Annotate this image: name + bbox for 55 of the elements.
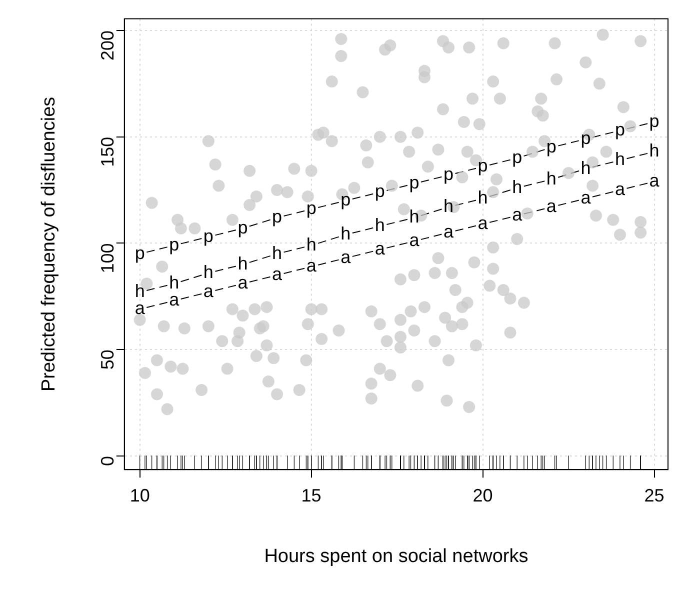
x-tick-label: 20 [472,485,493,506]
text: p [169,234,180,254]
text: p [409,172,420,193]
text: a [409,230,420,250]
y-tick-label: 150 [97,136,118,167]
text: p [512,147,522,168]
text: a [580,188,591,208]
text: a [374,238,385,259]
text: h [409,206,420,227]
y-tick-label: 50 [97,350,118,370]
text: p [478,156,488,176]
text: p [340,190,351,210]
y-tick-label: 0 [97,456,118,466]
text: h [478,188,488,208]
series-label: p [272,206,282,227]
text: a [306,256,316,276]
text: a [614,179,625,200]
text: p [546,136,556,156]
text: p [614,119,625,140]
x-tick-label: 15 [301,485,322,506]
x-tick-label: 25 [644,485,664,506]
text: h [546,168,556,188]
text: a [340,247,351,268]
text: a [546,196,556,216]
text: h [306,234,316,254]
text: h [272,242,282,263]
text: a [443,222,454,242]
text: a [512,204,522,225]
text: h [443,196,454,216]
x-axis-title: Hours spent on social networks [264,546,528,567]
text: h [203,262,214,282]
series-label: a [238,272,249,293]
x-tick-label: 10 [130,485,150,506]
text: p [306,198,316,218]
text: h [374,215,385,236]
y-axis-title: Predicted frequency of disfluencies [38,96,60,392]
text: p [580,128,591,148]
text: a [649,170,660,191]
y-tick-label: 100 [97,243,118,274]
text: h [649,140,660,161]
text: a [272,264,282,284]
text: p [374,181,385,202]
text: h [238,253,248,274]
text: h [340,224,351,244]
text: p [238,217,248,238]
text: p [134,242,145,263]
text: p [443,164,454,184]
text: h [580,158,591,178]
text: h [512,176,522,197]
text: a [203,281,214,302]
y-tick-label: 200 [97,30,118,61]
text: a [478,213,488,234]
text: h [614,149,625,170]
text: p [649,110,660,131]
text: p [203,226,214,246]
